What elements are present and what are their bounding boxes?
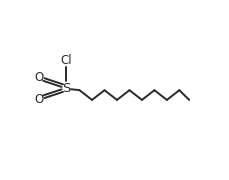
Text: O: O: [34, 71, 43, 84]
Text: O: O: [34, 93, 43, 106]
Text: Cl: Cl: [60, 54, 72, 67]
Text: S: S: [62, 82, 70, 95]
